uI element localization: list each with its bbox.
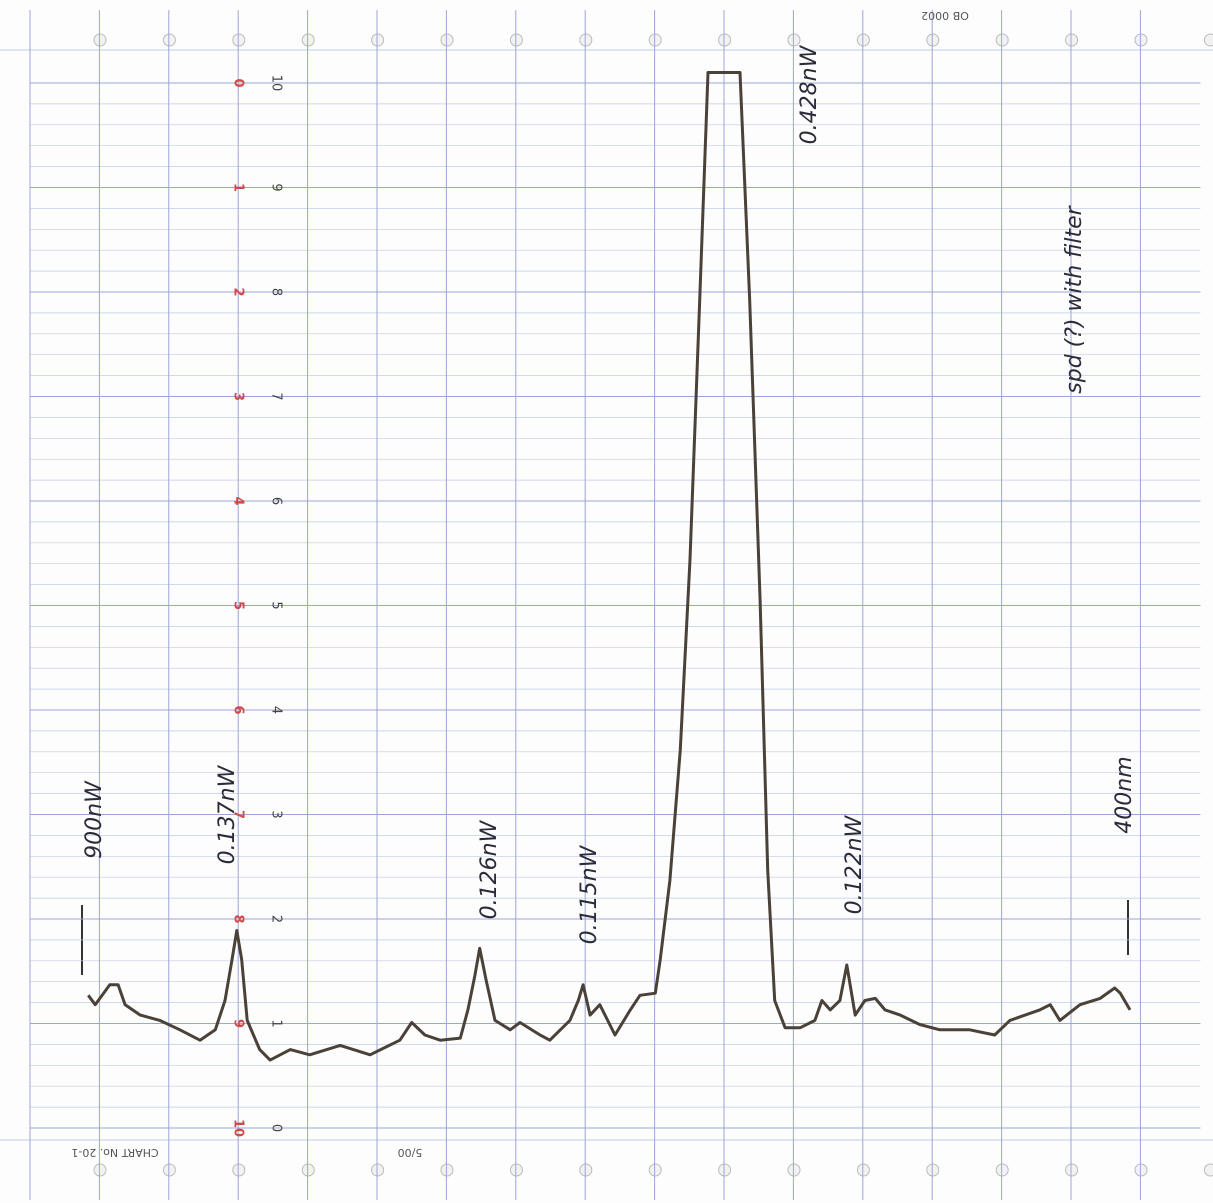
y2-tick-label: 4 <box>231 496 246 505</box>
printed-label: CHART No. 20-1 <box>71 1146 158 1159</box>
sprocket-hole <box>301 1163 315 1177</box>
sprocket-hole <box>787 1163 801 1177</box>
y2-tick-label: 1 <box>231 183 246 192</box>
sprocket-hole <box>995 33 1009 47</box>
annotation: 900nW <box>82 780 107 859</box>
y-tick-label: 7 <box>269 392 284 400</box>
y2-tick-label: 6 <box>231 705 246 714</box>
sprocket-hole <box>718 33 732 47</box>
sprocket-hole <box>1203 1163 1213 1177</box>
sprocket-hole <box>926 33 940 47</box>
sprocket-hole <box>579 1163 593 1177</box>
sprocket-hole <box>232 33 246 47</box>
sprocket-hole <box>509 1163 523 1177</box>
sprocket-hole <box>856 1163 870 1177</box>
sprocket-hole <box>1134 1163 1148 1177</box>
y2-tick-label: 9 <box>231 1019 246 1028</box>
sprocket-hole <box>579 33 593 47</box>
annotation: 0.428nW <box>797 44 822 144</box>
annotation: 0.137nW <box>215 764 240 864</box>
annotation: spd (?) with filter <box>1062 204 1087 393</box>
printed-label: OB 0002 <box>921 9 969 22</box>
annotation: 0.115nW <box>577 844 602 944</box>
sprocket-hole <box>648 33 662 47</box>
sprocket-hole <box>1065 1163 1079 1177</box>
y2-tick-label: 7 <box>231 810 246 819</box>
sprocket-hole <box>718 1163 732 1177</box>
sprocket-hole <box>509 33 523 47</box>
y2-tick-label: 2 <box>231 287 246 296</box>
y-tick-label: 5 <box>269 601 284 609</box>
y-tick-label: 9 <box>269 183 284 191</box>
sprocket-hole <box>93 33 107 47</box>
sprocket-hole <box>1134 33 1148 47</box>
annotation: 0.122nW <box>842 814 867 914</box>
y-tick-label: 10 <box>269 75 284 92</box>
sprocket-hole <box>440 1163 454 1177</box>
y-tick-label: 8 <box>269 288 284 296</box>
sprocket-hole <box>371 1163 385 1177</box>
sprocket-hole <box>1203 33 1213 47</box>
y-tick-label: 1 <box>269 1019 284 1027</box>
sprocket-hole <box>301 33 315 47</box>
sprocket-hole <box>162 33 176 47</box>
y2-tick-label: 5 <box>231 601 246 610</box>
y-tick-label: 4 <box>269 706 284 714</box>
y-tick-label: 0 <box>269 1124 284 1132</box>
trace <box>87 71 1132 1062</box>
sprocket-hole <box>440 33 454 47</box>
sprocket-hole <box>648 1163 662 1177</box>
sprocket-hole <box>93 1163 107 1177</box>
printed-label: 5/00 <box>398 1146 423 1159</box>
sprocket-hole <box>371 33 385 47</box>
y-tick-label: 3 <box>269 810 284 818</box>
sprocket-hole <box>995 1163 1009 1177</box>
sprocket-hole <box>162 1163 176 1177</box>
sprocket-hole <box>232 1163 246 1177</box>
sprocket-hole <box>1065 33 1079 47</box>
y2-tick-label: 3 <box>231 392 246 401</box>
y-tick-label: 6 <box>269 497 284 505</box>
annotation: 0.126nW <box>477 819 502 919</box>
y2-tick-label: 0 <box>231 78 246 87</box>
y2-tick-label: 8 <box>231 914 246 923</box>
sprocket-hole <box>856 33 870 47</box>
sprocket-hole <box>926 1163 940 1177</box>
annotation: 400nm <box>1112 756 1137 833</box>
y-tick-label: 2 <box>269 915 284 923</box>
sprocket-hole <box>787 33 801 47</box>
y2-tick-label: 10 <box>231 1119 246 1137</box>
